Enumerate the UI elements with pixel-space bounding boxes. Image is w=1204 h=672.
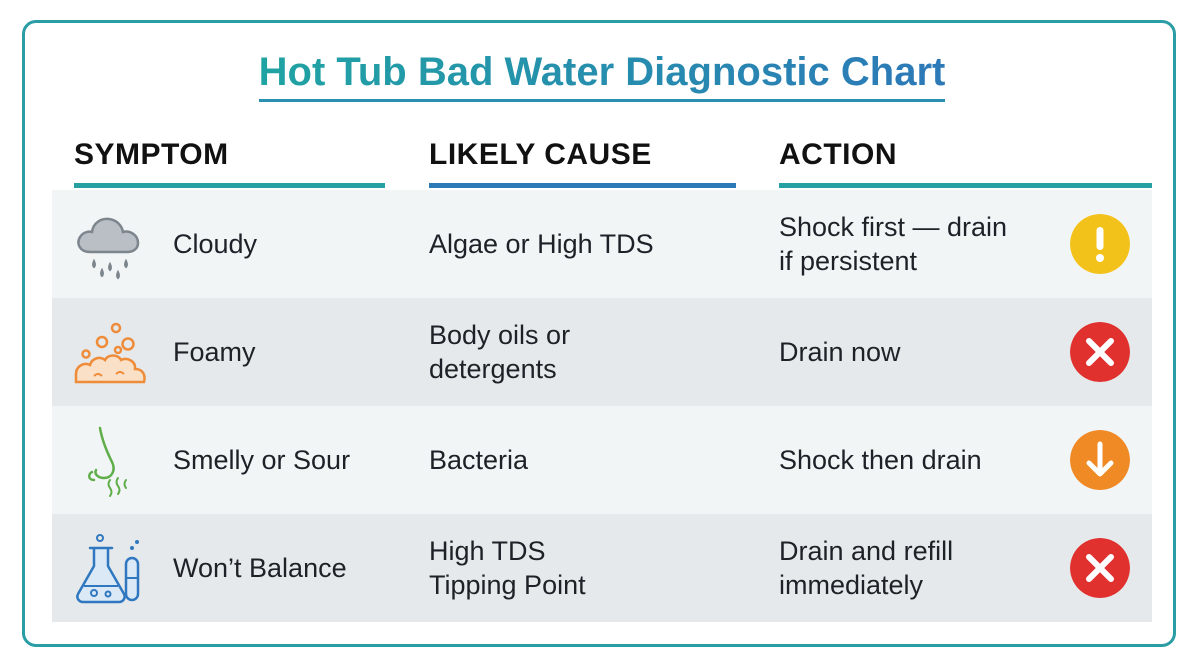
- page-title: Hot Tub Bad Water Diagnostic Chart: [258, 50, 946, 102]
- lab-flask-icon: [76, 534, 140, 604]
- symptom-label: Cloudy: [173, 229, 258, 259]
- column-rule-cause: [429, 183, 736, 188]
- column-rule-symptom: [74, 183, 385, 188]
- column-rule-action: [779, 183, 1152, 188]
- cause-text: Algae or High TDS: [429, 190, 749, 298]
- symptom-label: Foamy: [173, 337, 256, 367]
- symptom-label: Won’t Balance: [173, 553, 347, 583]
- symptom-label: Smelly or Sour: [173, 445, 351, 475]
- action-line: Shock then drain: [779, 445, 982, 475]
- table-row: Cloudy Algae or High TDS Shock first — d…: [52, 190, 1152, 298]
- cause-line: Algae or High TDS: [429, 229, 654, 259]
- rain-cloud-icon: [77, 217, 140, 280]
- action-line: Drain now: [779, 337, 901, 367]
- down-arrow-icon: [1070, 430, 1130, 490]
- x-icon: [1070, 322, 1130, 382]
- action-line: Shock first — drain: [779, 212, 1008, 242]
- cause-text: Body oils or detergents: [429, 298, 749, 406]
- cause-line: detergents: [429, 354, 557, 384]
- exclamation-icon: [1070, 214, 1130, 274]
- table-row: Won’t Balance High TDS Tipping Point Dra…: [52, 514, 1152, 622]
- action-text: Drain and refill immediately: [779, 514, 1069, 622]
- nose-smell-icon: [88, 426, 127, 497]
- action-line: Drain and refill: [779, 536, 954, 566]
- cause-text: High TDS Tipping Point: [429, 514, 749, 622]
- action-text: Shock then drain: [779, 406, 1069, 514]
- foam-bubbles-icon: [74, 322, 146, 384]
- cause-text: Bacteria: [429, 406, 749, 514]
- column-header-cause: LIKELY CAUSE: [429, 138, 652, 171]
- action-text: Drain now: [779, 298, 1069, 406]
- page-title-wrap: Hot Tub Bad Water Diagnostic Chart: [0, 50, 1204, 102]
- table-row: Smelly or Sour Bacteria Shock then drain: [52, 406, 1152, 514]
- column-header-symptom: SYMPTOM: [74, 138, 229, 171]
- table-row: Foamy Body oils or detergents Drain now: [52, 298, 1152, 406]
- cause-line: Tipping Point: [429, 570, 586, 600]
- column-header-action: ACTION: [779, 138, 897, 171]
- action-text: Shock first — drain if persistent: [779, 190, 1069, 298]
- action-line: if persistent: [779, 246, 918, 276]
- cause-line: Body oils or: [429, 320, 571, 350]
- x-icon: [1070, 538, 1130, 598]
- action-line: immediately: [779, 570, 924, 600]
- cause-line: High TDS: [429, 536, 546, 566]
- cause-line: Bacteria: [429, 445, 529, 475]
